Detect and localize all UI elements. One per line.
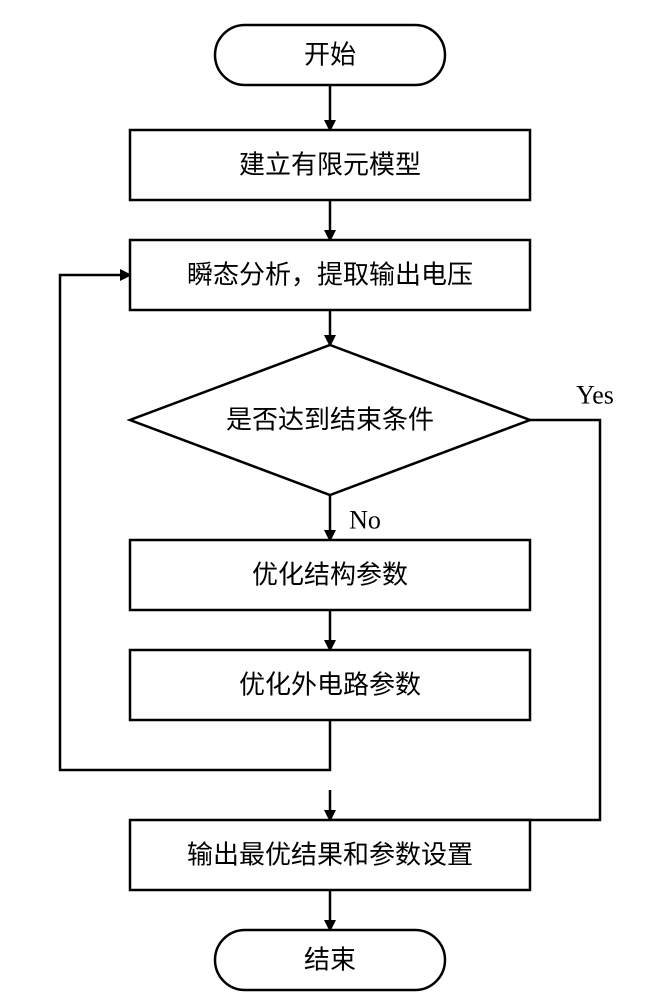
- node-label-n6: 输出最优结果和参数设置: [187, 841, 473, 870]
- flowchart-container: No Yes 开始建立有限元模型瞬态分析，提取输出电压是否达到结束条件优化结构参数优…: [0, 0, 661, 1000]
- edge-label-3: No: [349, 506, 381, 535]
- node-label-start: 开始: [304, 41, 356, 70]
- node-label-end: 结束: [304, 946, 356, 975]
- node-label-n2: 瞬态分析，提取输出电压: [187, 261, 473, 290]
- node-label-n5: 优化外电路参数: [239, 671, 421, 700]
- node-label-n1: 建立有限元模型: [239, 151, 421, 180]
- node-label-n4: 优化结构参数: [252, 561, 408, 590]
- node-label-n3: 是否达到结束条件: [226, 406, 434, 435]
- flowchart-svg: No Yes 开始建立有限元模型瞬态分析，提取输出电压是否达到结束条件优化结构参数优…: [0, 0, 661, 1000]
- edge-label-6: Yes: [576, 381, 614, 410]
